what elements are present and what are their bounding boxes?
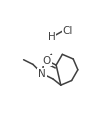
- Text: O: O: [43, 55, 51, 65]
- Text: N: N: [38, 69, 46, 79]
- Text: H: H: [48, 32, 55, 42]
- Text: Cl: Cl: [62, 26, 73, 36]
